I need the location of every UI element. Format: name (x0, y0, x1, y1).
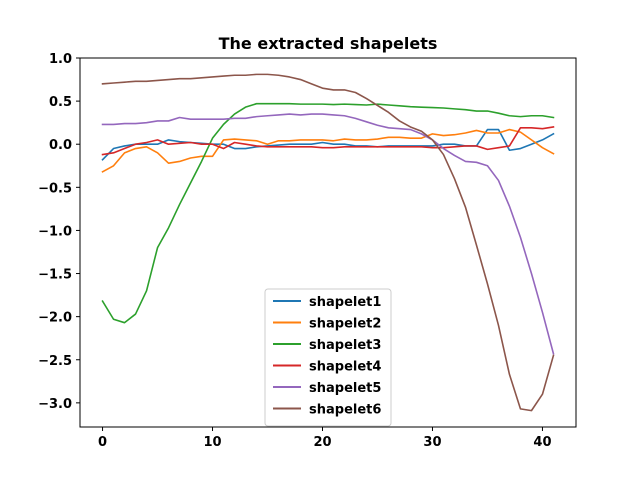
plot-frame (79, 57, 577, 428)
y-tick-label: −1.5 (38, 268, 72, 283)
legend-label-shapelet3: shapelet3 (309, 338, 381, 353)
legend-label-shapelet4: shapelet4 (309, 360, 381, 375)
chart-title: The extracted shapelets (219, 34, 438, 53)
x-tick-label: 0 (98, 435, 107, 450)
legend-label-shapelet6: shapelet6 (309, 403, 381, 418)
series-line-shapelet4 (101, 126, 555, 156)
y-tick-label: −1.0 (38, 224, 72, 239)
x-tick-label: 10 (203, 435, 221, 450)
legend-label-shapelet2: shapelet2 (309, 317, 381, 332)
y-tick-label: −2.0 (38, 311, 72, 326)
legend-label-shapelet5: shapelet5 (309, 381, 381, 396)
series-line-shapelet5 (101, 113, 555, 355)
plot-lines (101, 73, 555, 412)
x-axis: 0 10 20 30 40 (98, 427, 552, 450)
series-line-shapelet2 (101, 128, 555, 173)
series-line-shapelet3 (101, 102, 555, 324)
y-tick-label: −2.5 (38, 354, 72, 369)
y-tick-label: 0.0 (49, 138, 72, 153)
series-line-shapelet1 (101, 128, 555, 161)
x-tick-label: 30 (423, 435, 441, 450)
y-tick-label: 1.0 (49, 52, 72, 67)
series-line-shapelet6 (101, 73, 555, 412)
legend: shapelet1 shapelet2 shapelet3 shapelet4 shap… (264, 288, 392, 427)
x-tick-label: 20 (313, 435, 331, 450)
legend-label-shapelet1: shapelet1 (309, 295, 381, 310)
y-tick-label: 0.5 (49, 95, 72, 110)
y-axis: 1.0 0.5 0.0 −0.5 −1.0 −1.5 −2.0 −2.5 −3.0 (38, 52, 80, 412)
x-tick-label: 40 (533, 435, 551, 450)
y-tick-label: −3.0 (38, 397, 72, 412)
y-tick-label: −0.5 (38, 181, 72, 196)
